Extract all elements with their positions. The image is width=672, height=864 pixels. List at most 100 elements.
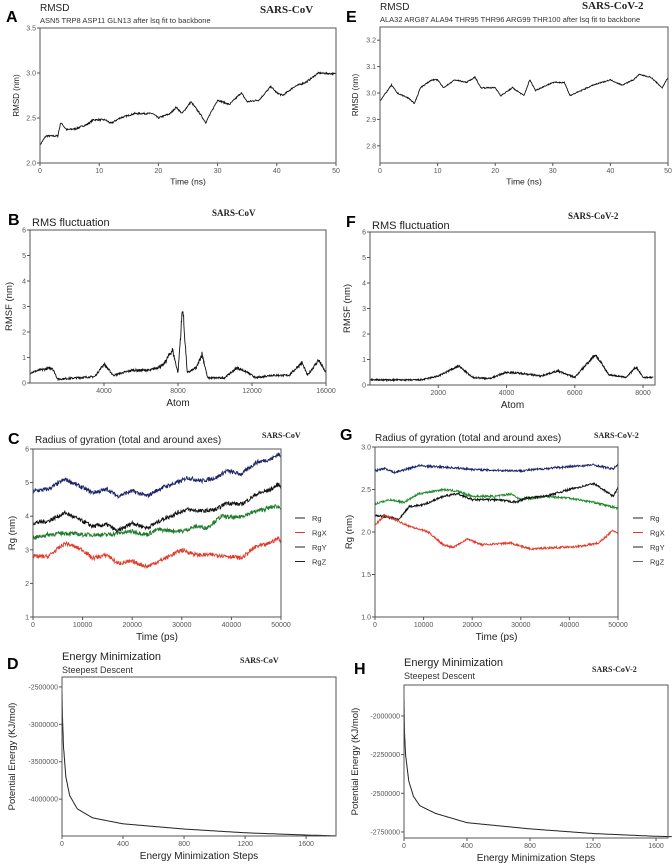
- series-line-rmsd: [379, 73, 669, 105]
- series-line-rgy: [374, 487, 619, 511]
- y-tick-label: -3000000: [28, 722, 58, 729]
- virus-label: SARS-CoV: [262, 431, 301, 440]
- y-tick-label: -2250000: [370, 752, 400, 759]
- x-axis-label: Atom: [166, 398, 189, 409]
- x-tick-label: 8000: [170, 388, 186, 395]
- x-tick-label: 10000: [73, 622, 93, 629]
- y-tick-label: 1: [22, 355, 26, 362]
- series-line-rgz: [374, 463, 619, 475]
- legend-label: Rg: [312, 514, 322, 523]
- x-tick-label: 40000: [560, 622, 580, 629]
- legend-label: RgX: [312, 529, 327, 538]
- x-tick-label: 40000: [222, 622, 242, 629]
- panel-letter: B: [8, 212, 20, 229]
- series-line-rg: [374, 482, 619, 521]
- virus-label: SARS-CoV: [260, 4, 313, 16]
- y-tick-label: 6: [25, 447, 29, 454]
- y-tick-label: 1.5: [361, 572, 371, 579]
- y-axis-label: RMSD (nm): [12, 74, 21, 117]
- y-tick-label: 3: [22, 304, 26, 311]
- x-tick-label: 16000: [316, 388, 336, 395]
- panel-letter: H: [354, 661, 366, 678]
- x-tick-label: 30000: [511, 622, 531, 629]
- x-tick-label: 0: [31, 622, 35, 629]
- chart-subtitle: ASN5 TRP8 ASP11 GLN13 after lsq fit to b…: [40, 16, 211, 25]
- y-axis-label: Rg (nm): [344, 515, 355, 549]
- y-tick-label: 5: [362, 255, 366, 262]
- virus-label: SARS-CoV-2: [594, 431, 639, 440]
- y-tick-label: -2750000: [370, 829, 400, 836]
- plot-frame: [374, 446, 619, 618]
- y-tick-label: 5: [25, 480, 29, 487]
- x-tick-label: 30000: [172, 622, 192, 629]
- plot-frame: [32, 448, 282, 618]
- series-line-rgx: [32, 535, 282, 570]
- y-axis-label: Potential Energy (KJ/mol): [7, 703, 18, 811]
- panel-letter: A: [6, 9, 18, 26]
- y-tick-label: 3: [362, 306, 366, 313]
- chart-title: Energy Minimization: [404, 657, 503, 669]
- x-axis-label: Time (ps): [136, 632, 178, 643]
- x-axis-label: Atom: [501, 400, 524, 411]
- x-tick-label: 800: [524, 843, 536, 850]
- chart-title: RMS fluctuation: [372, 220, 450, 232]
- y-axis-label: RMSF (nm): [342, 284, 353, 333]
- x-tick-label: 0: [378, 168, 382, 175]
- y-tick-label: 5: [22, 253, 26, 260]
- panel-letter: C: [8, 431, 20, 448]
- y-tick-label: 2.9: [366, 117, 376, 124]
- virus-label: SARS-CoV-2: [592, 665, 637, 674]
- series-line-potential-energy: [61, 690, 336, 837]
- y-tick-label: 1: [25, 615, 29, 622]
- chart-title: RMSD: [40, 3, 69, 14]
- plot-frame: [369, 231, 656, 386]
- y-tick-label: 3.0: [366, 91, 376, 98]
- x-tick-label: 1600: [298, 841, 314, 848]
- series-line-rmsf: [369, 354, 654, 383]
- y-tick-label: 2.8: [366, 143, 376, 150]
- x-tick-label: 40: [273, 168, 281, 175]
- y-tick-label: 6: [362, 230, 366, 237]
- chart-title: RMS fluctuation: [32, 217, 110, 229]
- legend-label: RgY: [650, 543, 665, 552]
- y-tick-label: -2000000: [370, 713, 400, 720]
- y-tick-label: 3: [25, 547, 29, 554]
- x-tick-label: 400: [117, 841, 129, 848]
- x-tick-label: 10000: [414, 622, 434, 629]
- chart-subtitle: ALA32 ARG87 ALA94 THR95 THR96 ARG99 THR1…: [380, 15, 640, 24]
- x-tick-label: 20000: [122, 622, 142, 629]
- legend-label: Rg: [650, 514, 660, 523]
- y-tick-label: 2: [25, 581, 29, 588]
- x-tick-label: 4000: [96, 388, 112, 395]
- virus-label: SARS-CoV-2: [568, 211, 619, 221]
- y-tick-label: 3.1: [366, 64, 376, 71]
- y-tick-label: 4: [25, 514, 29, 521]
- y-tick-label: 2.5: [361, 487, 371, 494]
- x-tick-label: 1200: [237, 841, 253, 848]
- panel-letter: D: [7, 656, 19, 673]
- plot-frame: [39, 27, 337, 164]
- x-tick-label: 0: [60, 841, 64, 848]
- x-tick-label: 20000: [462, 622, 482, 629]
- x-tick-label: 10: [95, 168, 103, 175]
- y-tick-label: 3.5: [26, 26, 36, 33]
- series-line-potential-energy: [403, 697, 672, 838]
- x-axis-label: Time (ns): [170, 177, 206, 187]
- y-tick-label: 2.0: [361, 530, 371, 537]
- plot-frame: [29, 229, 327, 384]
- x-tick-label: 30: [549, 168, 557, 175]
- y-tick-label: 4: [362, 281, 366, 288]
- chart-subtitle: Steepest Descent: [62, 665, 134, 675]
- y-tick-label: -2500000: [28, 684, 58, 691]
- series-line-rg: [32, 481, 282, 534]
- series-line-rgy: [32, 504, 282, 540]
- x-tick-label: 20: [155, 168, 163, 175]
- y-tick-label: 4: [22, 279, 26, 286]
- x-tick-label: 2000: [430, 390, 446, 397]
- panel-letter: G: [340, 427, 352, 444]
- x-tick-label: 0: [373, 622, 377, 629]
- chart-title: Radius of gyration (total and around axe…: [35, 435, 221, 446]
- virus-label: SARS-CoV: [240, 656, 279, 665]
